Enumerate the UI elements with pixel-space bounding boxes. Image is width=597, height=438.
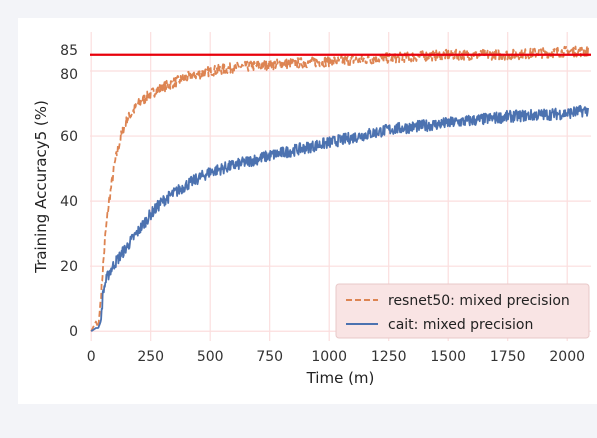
series-line-resnet50: [90, 45, 589, 332]
x-tick-label: 250: [137, 349, 164, 365]
x-axis-label: Time (m): [306, 369, 375, 387]
y-tick-label: 60: [60, 129, 78, 145]
chart-card: 0 250 500 750 1000 1250 1500 1750 2000 0 20 40 60 80 8…: [18, 18, 597, 404]
x-tick-label: 750: [256, 349, 283, 365]
legend: resnet50: mixed precision cait: mixed pre…: [335, 283, 590, 339]
line-chart: 0 250 500 750 1000 1250 1500 1750 2000 0 20 40 60 80 8…: [32, 32, 591, 387]
y-tick-label: 85: [60, 43, 78, 59]
y-axis-label: Training Accuracy5 (%): [32, 100, 50, 274]
y-tick-label: 40: [60, 194, 78, 210]
x-tick-label: 1250: [371, 349, 407, 365]
legend-entry: cait: mixed precision: [388, 317, 533, 333]
x-tick-label: 1000: [311, 349, 347, 365]
legend-entry: resnet50: mixed precision: [388, 293, 570, 309]
y-tick-label: 0: [69, 324, 78, 340]
x-tick-label: 2000: [549, 349, 585, 365]
series-line-cait: [90, 104, 589, 332]
y-tick-label: 80: [60, 67, 78, 83]
tick-labels: 0 250 500 750 1000 1250 1500 1750 2000 0 20 40 60 80 8…: [60, 43, 585, 365]
x-tick-label: 500: [197, 349, 224, 365]
series-layer: [90, 45, 589, 332]
x-tick-label: 0: [87, 349, 96, 365]
x-tick-label: 1750: [490, 349, 526, 365]
y-tick-label: 20: [60, 259, 78, 275]
legend-box: [335, 283, 590, 339]
x-tick-label: 1500: [430, 349, 466, 365]
